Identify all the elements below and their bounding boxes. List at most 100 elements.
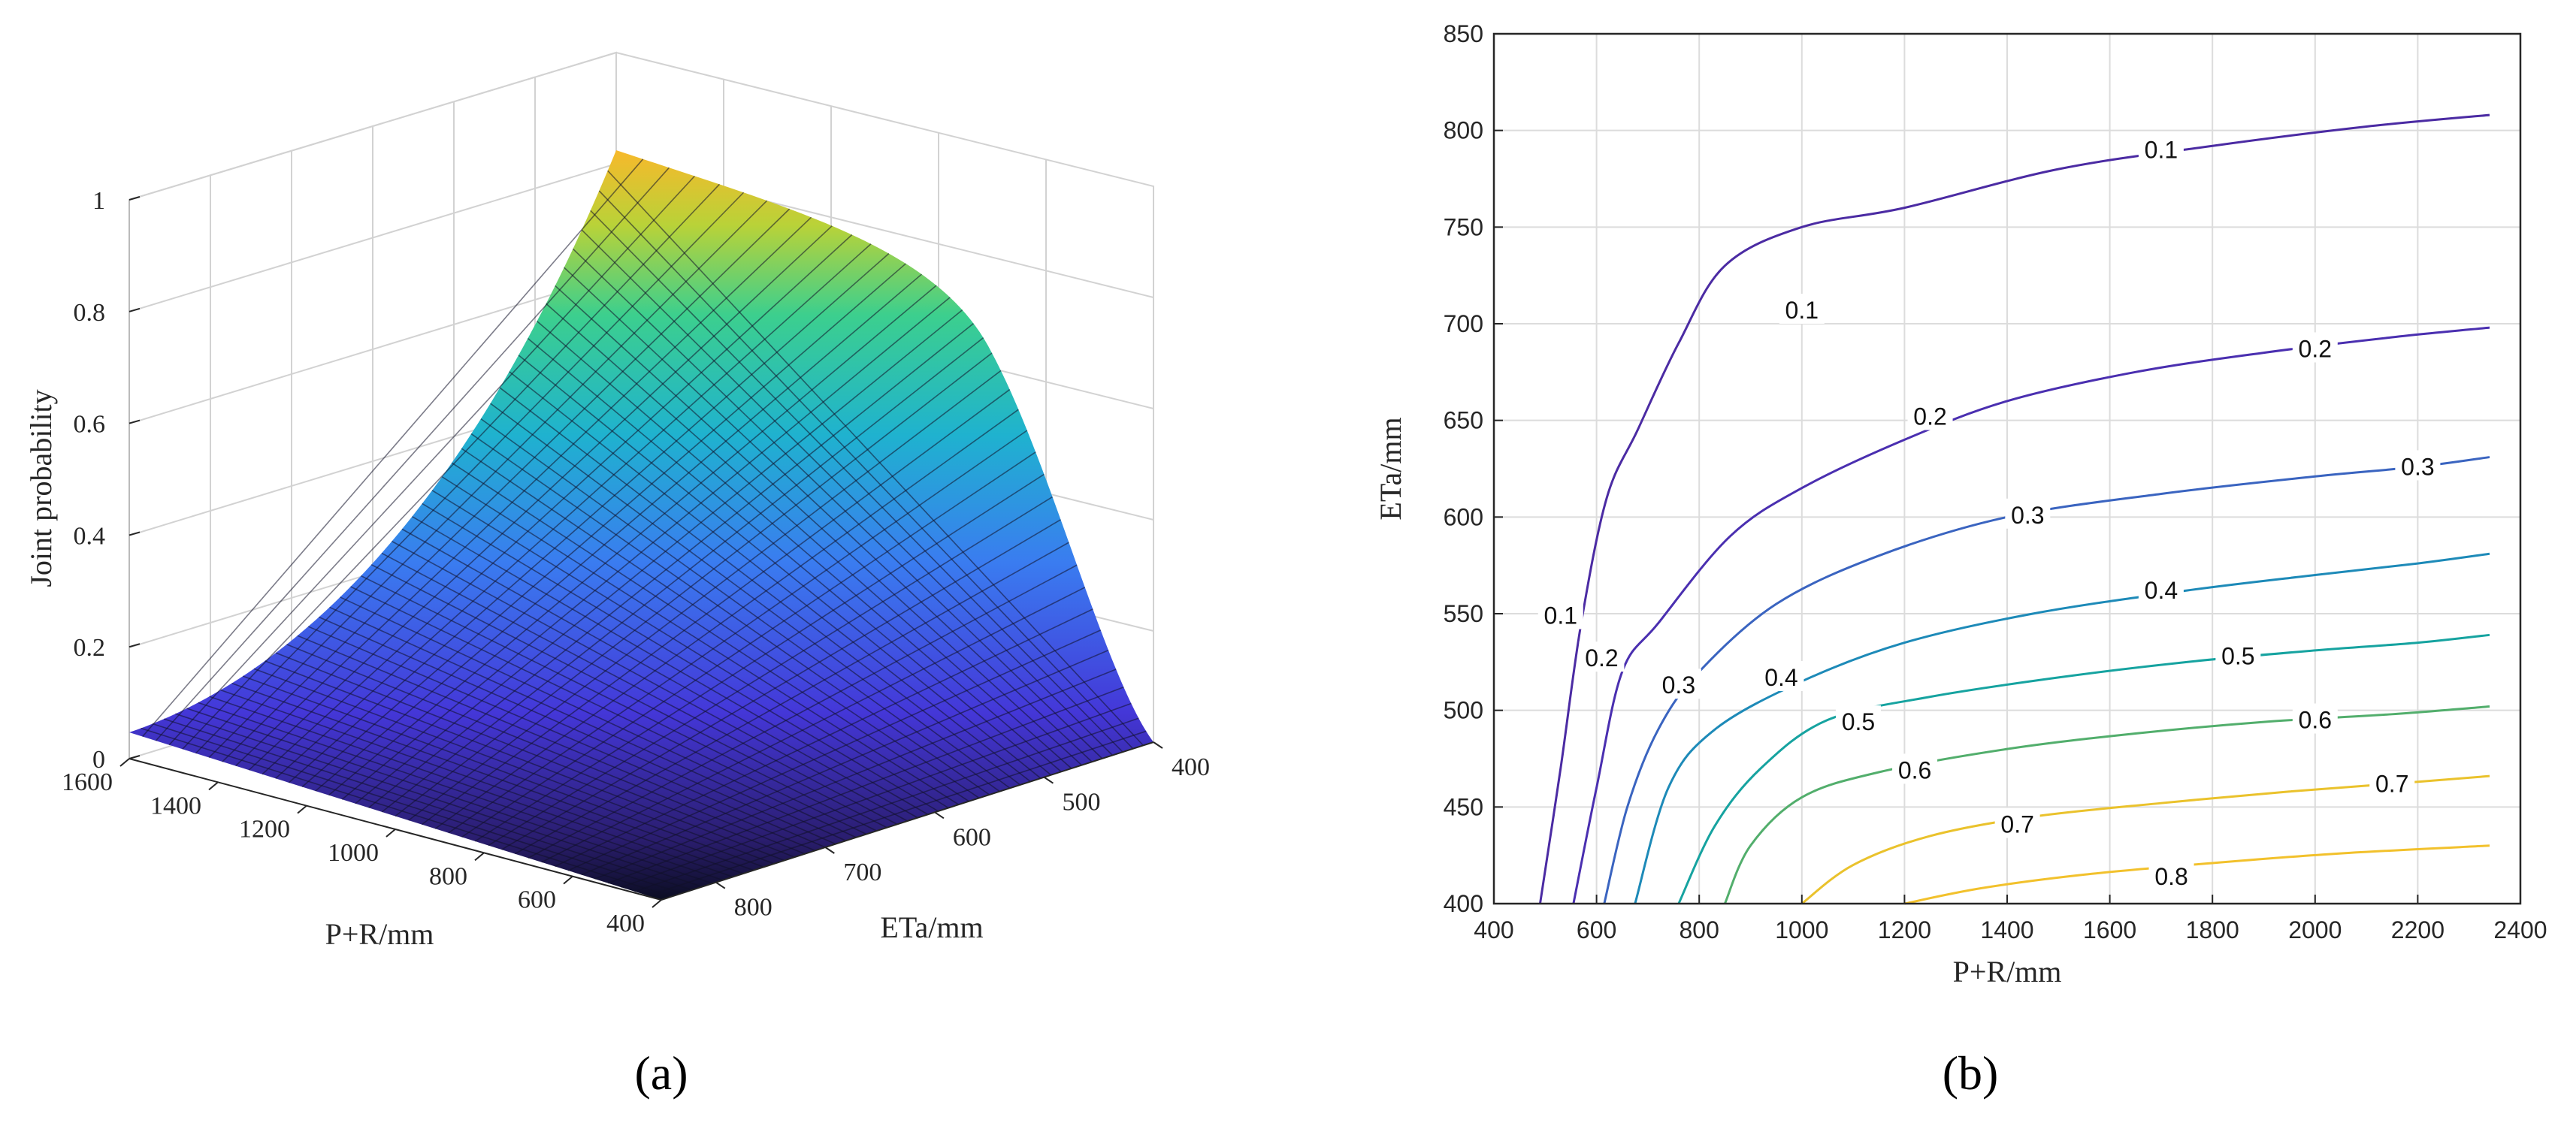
mesh-line bbox=[265, 660, 785, 862]
z-tick-mark bbox=[128, 196, 141, 201]
y-tick-label: 400 bbox=[1172, 753, 1210, 781]
mesh-line bbox=[555, 608, 1093, 868]
mesh-line bbox=[461, 451, 1036, 838]
mesh-line bbox=[297, 635, 815, 852]
mesh-line bbox=[341, 297, 951, 800]
z-tick-label: 0 bbox=[92, 746, 105, 774]
mesh-line bbox=[235, 216, 812, 767]
contour-line-0-4 bbox=[1634, 552, 2490, 904]
y-tick-mark bbox=[934, 811, 945, 820]
panel-label-b: (b) bbox=[1943, 1046, 1999, 1100]
x-tick-label: 800 bbox=[429, 862, 467, 890]
x-tick-mark bbox=[297, 804, 307, 814]
x-tick-mark bbox=[385, 829, 396, 838]
z-tick-label: 0.6 bbox=[74, 411, 106, 439]
y-tick-label: 850 bbox=[1444, 20, 1483, 47]
y-tick-mark bbox=[1153, 741, 1163, 749]
mesh-line bbox=[528, 564, 1078, 859]
mesh-line bbox=[361, 575, 877, 832]
x-tick-mark bbox=[652, 899, 662, 908]
y-tick-mark bbox=[1043, 776, 1054, 784]
x-tick-label: 800 bbox=[1680, 916, 1719, 943]
contour-line-0-1 bbox=[1538, 113, 2490, 904]
contour-line-0-5 bbox=[1677, 633, 2490, 904]
mesh-line bbox=[319, 616, 836, 845]
mesh-line bbox=[141, 727, 672, 898]
x-axis-label: P+R/mm bbox=[1953, 955, 2062, 989]
mesh-line bbox=[307, 626, 826, 848]
y-tick-label: 450 bbox=[1444, 793, 1483, 820]
contour-line-0-6 bbox=[1723, 705, 2490, 904]
x-tick-mark bbox=[208, 781, 219, 791]
z-tick-label: 0.8 bbox=[74, 299, 106, 327]
x-tick-label: 2000 bbox=[2288, 916, 2342, 943]
mesh-line bbox=[328, 285, 937, 796]
mesh-line bbox=[581, 649, 1109, 876]
mesh-line bbox=[567, 629, 1102, 871]
contour-lines bbox=[1538, 113, 2490, 905]
mesh-line bbox=[340, 596, 857, 838]
joint-probability-surface bbox=[129, 150, 1153, 900]
mesh-line bbox=[175, 713, 703, 888]
mesh-line bbox=[288, 252, 890, 783]
z-tick-mark bbox=[128, 531, 141, 536]
mesh-line bbox=[155, 167, 670, 741]
x-tick-label: 1200 bbox=[1878, 916, 1931, 943]
contour-label-bg bbox=[1994, 807, 2040, 838]
x-tick-label: 400 bbox=[1474, 916, 1513, 943]
x-tick-label: 1200 bbox=[239, 816, 290, 844]
mesh-line bbox=[527, 337, 1052, 776]
y-tick-labels: 400 500 600 700 800 bbox=[715, 741, 1210, 922]
mesh-line bbox=[301, 263, 906, 788]
mesh-line bbox=[368, 322, 974, 808]
contour-label-bg bbox=[1579, 641, 1625, 672]
contour-label-bg bbox=[1907, 400, 1953, 430]
mesh-line bbox=[315, 273, 923, 792]
mesh-line bbox=[541, 587, 1086, 863]
contour-label: 0.1 bbox=[1544, 602, 1577, 629]
mesh-line bbox=[222, 208, 791, 762]
contour-label-bg bbox=[1758, 660, 1804, 691]
mesh-line bbox=[412, 515, 929, 815]
x-tick-label: 1600 bbox=[2083, 916, 2136, 943]
z-tick-mark bbox=[128, 643, 141, 648]
z-axis-label: Joint probability bbox=[24, 389, 58, 587]
mesh-line bbox=[480, 418, 1000, 792]
contour-label: 0.6 bbox=[1898, 756, 1931, 783]
surface-mesh bbox=[141, 158, 1147, 898]
mesh-line bbox=[381, 552, 898, 826]
x-tick-label: 1400 bbox=[150, 792, 201, 820]
y-axis-label: ETa/mm bbox=[880, 910, 983, 944]
mesh-line bbox=[168, 175, 695, 746]
z-tick-label: 1 bbox=[92, 187, 105, 215]
contour-label-bg bbox=[1537, 599, 1583, 629]
y-axis-line bbox=[661, 741, 1154, 901]
contour-label: 0.4 bbox=[2145, 577, 2178, 604]
mesh-line bbox=[490, 403, 1011, 789]
z-tick-mark bbox=[128, 419, 141, 424]
x-tick-label: 1800 bbox=[2186, 916, 2239, 943]
mesh-line bbox=[262, 234, 853, 775]
x-tick-label: 600 bbox=[1577, 916, 1616, 943]
mesh-line bbox=[392, 540, 908, 822]
mesh-line bbox=[648, 730, 1147, 897]
mesh-line bbox=[501, 519, 1061, 850]
contour-label: 0.6 bbox=[2299, 707, 2332, 734]
y-tick-label: 500 bbox=[1062, 789, 1100, 817]
mesh-line bbox=[546, 303, 1072, 769]
mesh-line bbox=[198, 702, 724, 881]
mesh-line bbox=[607, 686, 1124, 884]
mesh-line bbox=[451, 462, 969, 802]
mesh-line bbox=[355, 309, 963, 804]
contour-labels: 0.1 0.1 0.1 0.2 0.2 0.2 0.3 0.3 0.3 0.4 0.4 0.5 0.5 0… bbox=[1537, 133, 2441, 890]
y-tick-label: 600 bbox=[1444, 503, 1483, 530]
y-tick-label: 800 bbox=[1444, 117, 1483, 144]
contour-label-bg bbox=[2292, 332, 2338, 363]
contour-chart-svg: 0.1 0.1 0.1 0.2 0.2 0.2 0.3 0.3 0.3 0.4 0.4 0.5 0.5 0… bbox=[1374, 20, 2547, 1100]
z-tick-mark bbox=[128, 755, 141, 759]
mesh-line bbox=[350, 586, 867, 835]
y-tick-mark bbox=[824, 847, 835, 854]
x-tick-label: 2200 bbox=[2391, 916, 2444, 943]
mesh-line bbox=[434, 409, 1019, 829]
z-tick-labels: 0 0.2 0.4 0.6 0.8 1 bbox=[74, 187, 141, 774]
